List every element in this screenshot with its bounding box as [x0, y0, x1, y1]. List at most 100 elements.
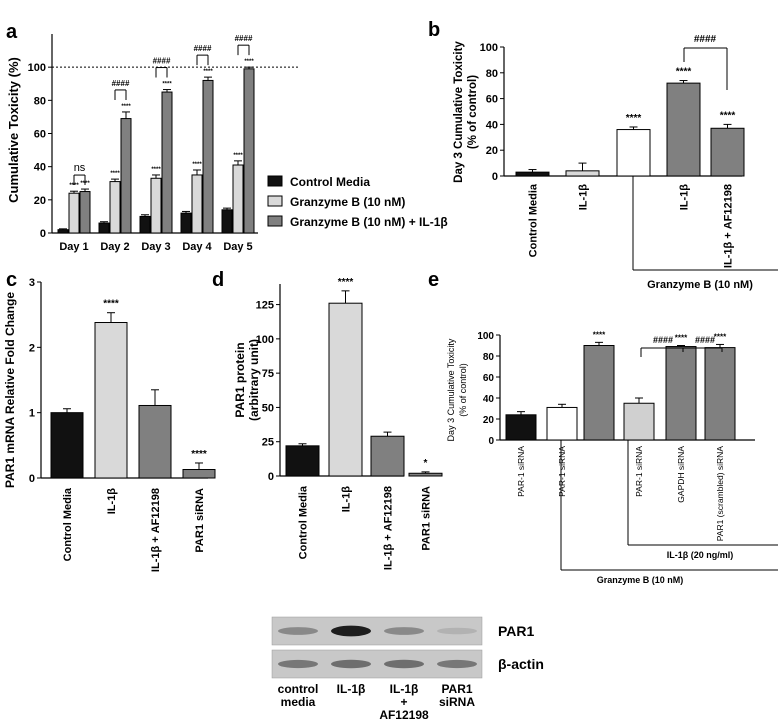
panel-a-star-label: ****: [151, 167, 161, 173]
panel-a-x-tick-label: Day 1: [59, 241, 88, 253]
panel-c-bar: [138, 404, 172, 479]
panel-a-bar: [68, 192, 80, 234]
blot-band: [437, 659, 477, 669]
blot-lane-label: IL-1β: [390, 682, 419, 696]
panel-b-star-label: ****: [676, 67, 692, 78]
panel-a-x-tick-label: Day 3: [141, 241, 170, 253]
panel-e-x-tick-label: PAR-1 siRNA: [516, 446, 526, 497]
panel-a-star-label: ****: [244, 59, 254, 65]
panel-b-x-tick-label: Control Media: [528, 183, 540, 257]
panel-c-bar: [50, 412, 84, 479]
panel-c-x-tick-label: IL-1β: [106, 488, 118, 515]
panel-b-bar: [710, 127, 745, 177]
panel-e-bar: [623, 402, 655, 441]
blot-band: [331, 659, 371, 669]
panel-c-tick-label: 2: [29, 342, 35, 354]
panel-b-star-label: ****: [720, 110, 736, 121]
panel-a-star-label: ****: [110, 171, 120, 177]
panel-d-tick-label: 100: [256, 334, 274, 346]
panel-e-x-tick-label: GAPDH siRNA: [676, 446, 686, 503]
panel-b-tick-label: 40: [486, 119, 498, 131]
panel-b-y-axis-label: Day 3 Cumulative Toxicity: [453, 41, 465, 183]
panel-a-star-label: ****: [69, 183, 79, 189]
panel-e-group-label: IL-1β (20 ng/ml): [667, 550, 734, 560]
panel-letter-a: a: [6, 21, 18, 43]
panel-b-bracket-label: ####: [694, 34, 717, 45]
panel-e-x-tick-label: PAR-1 siRNA: [557, 446, 567, 497]
panel-letter-d: d: [212, 269, 224, 291]
panel-e-bar: [665, 346, 697, 441]
panel-a-x-tick-label: Day 5: [223, 241, 252, 253]
panel-e-bar: [505, 414, 537, 441]
panel-d-tick-label: 125: [256, 300, 274, 312]
panel-a-bar: [191, 174, 203, 234]
panel-e-tick-label: 20: [483, 415, 495, 426]
panel-c-tick-label: 0: [29, 473, 35, 485]
panel-e-bar: [546, 406, 578, 441]
panel-b-bar: [616, 129, 651, 177]
blot-lane-label: +: [400, 695, 407, 709]
panel-c-x-tick-label: Control Media: [62, 487, 74, 561]
panel-d-tick-label: 0: [268, 471, 274, 483]
panel-a-x-tick-label: Day 4: [182, 241, 212, 253]
panel-d-tick-label: 75: [262, 368, 274, 380]
panel-a-star-label: ****: [233, 153, 243, 159]
panel-letter-b: b: [428, 19, 440, 41]
panel-b-group-label: Granzyme B (10 nM): [647, 279, 753, 291]
panel-e-tick-label: 40: [483, 394, 495, 405]
blot-row-label: β-actin: [498, 656, 544, 672]
panel-c-y-axis-label: PAR1 mRNA Relative Fold Change: [3, 292, 17, 488]
panel-a-tick-label: 80: [34, 95, 46, 107]
panel-d-y-axis-label: (arbitrary unit): [247, 339, 261, 421]
panel-a-bar: [109, 181, 121, 234]
panel-c-star-label: ****: [103, 299, 119, 310]
panel-a-tick-label: 60: [34, 129, 46, 141]
panel-b-bar: [565, 170, 600, 177]
panel-e-bar: [704, 347, 736, 441]
panel-a-bracket-label: ns: [74, 162, 86, 174]
panel-b-x-tick-label: IL-1β: [578, 184, 590, 211]
panel-a-bar: [232, 164, 244, 234]
panel-a-legend-swatch: [267, 215, 283, 227]
panel-a-bar: [202, 79, 214, 234]
panel-a-bar: [161, 91, 173, 234]
panel-e-bracket-label: ####: [695, 335, 715, 345]
panel-b-bar: [515, 171, 550, 177]
panel-a-legend-entry: Granzyme B (10 nM): [290, 195, 405, 209]
panel-e-star-label: ****: [593, 330, 606, 339]
panel-d-y-axis-label: PAR1 protein: [233, 342, 247, 417]
panel-e-tick-label: 0: [488, 436, 494, 447]
panel-a-bar: [98, 222, 110, 234]
panel-a-tick-label: 100: [28, 62, 46, 74]
panel-a-bar: [150, 177, 162, 234]
panel-b-y-axis-label: (% of control): [467, 75, 479, 149]
panel-a-star-label: ****: [121, 104, 131, 110]
panel-b-tick-label: 0: [492, 171, 498, 183]
panel-a-bracket-label: ####: [112, 79, 130, 88]
blot-band: [331, 625, 371, 637]
panel-e-bracket-label: ####: [653, 335, 673, 345]
panel-a-bar: [243, 68, 255, 234]
blot-lane-label: PAR1: [441, 682, 472, 696]
panel-e-bar: [583, 345, 615, 441]
panel-letter-e: e: [428, 269, 439, 291]
blot-band: [278, 627, 318, 635]
panel-a-legend-swatch: [267, 175, 283, 187]
panel-a-x-tick-label: Day 2: [100, 241, 129, 253]
panel-d-x-tick-label: Control Media: [298, 485, 310, 559]
panel-b-tick-label: 100: [480, 42, 498, 54]
panel-a-bar: [180, 212, 192, 234]
panel-d-x-tick-label: IL-1β + AF12198: [383, 486, 395, 570]
panel-a-star-label: ****: [162, 82, 172, 88]
panel-c-tick-label: 1: [29, 408, 35, 420]
blot-band: [384, 627, 424, 635]
panel-e-group-label: Granzyme B (10 nM): [597, 575, 684, 585]
blot-lane-label: IL-1β: [337, 682, 366, 696]
panel-e-x-tick-label: PAR-1 siRNA: [634, 446, 644, 497]
panel-d-bar: [408, 472, 443, 477]
panel-e-tick-label: 100: [477, 331, 494, 342]
panel-b-x-tick-label: IL-1β + AF12198: [723, 184, 735, 268]
panel-a-legend-entry: Granzyme B (10 nM) + IL-1β: [290, 215, 448, 229]
panel-d-bar: [370, 435, 405, 477]
